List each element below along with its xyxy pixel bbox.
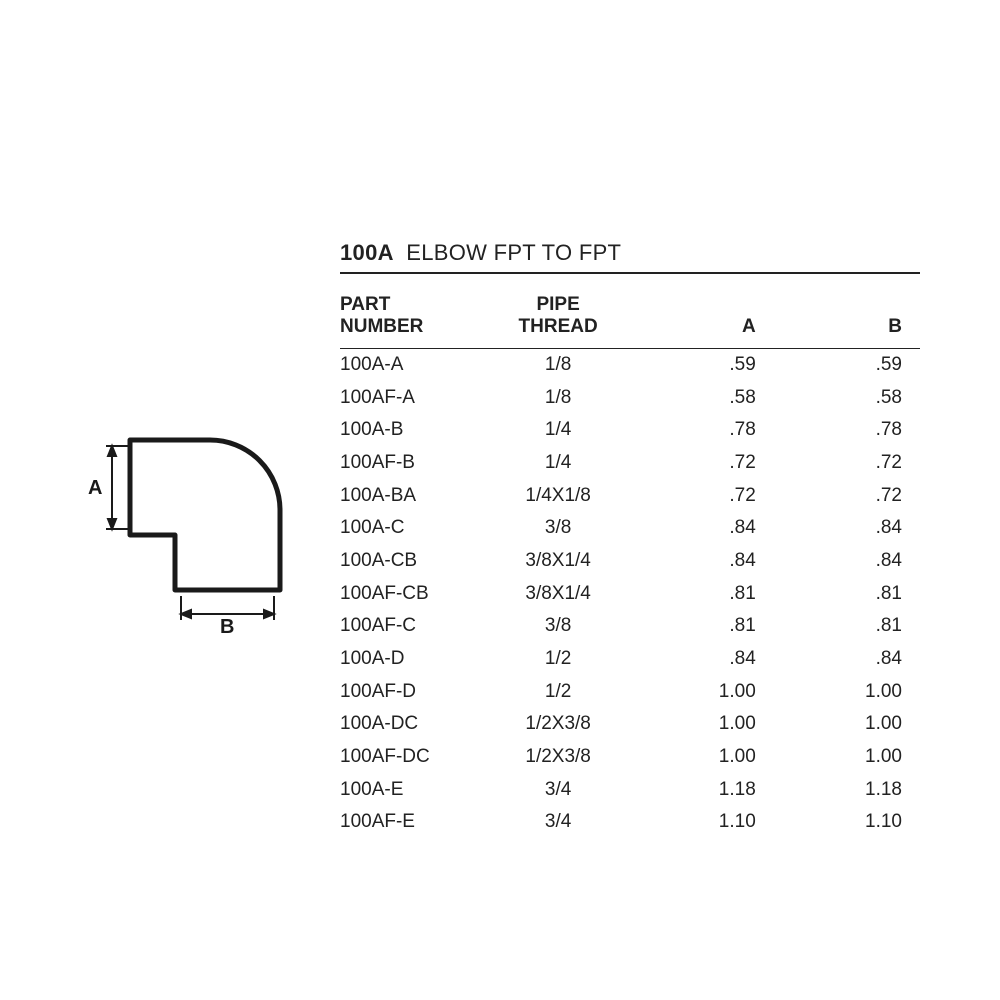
table-cell: .84 [628,642,774,675]
table-cell: 3/8 [489,610,628,643]
table-cell: .84 [774,545,920,578]
table-cell: .72 [774,447,920,480]
table-cell: 100A-BA [340,479,489,512]
table-cell: 1.00 [628,708,774,741]
table-row: 100A-B1/4.78.78 [340,414,920,447]
table-cell: .84 [628,512,774,545]
table-cell: 100AF-CB [340,577,489,610]
column-header: B [774,290,920,348]
table-cell: 100A-CB [340,545,489,578]
table-row: 100A-D1/2.84.84 [340,642,920,675]
table-row: 100AF-D1/21.001.00 [340,675,920,708]
table-cell: 1/4 [489,414,628,447]
column-header: A [628,290,774,348]
table-cell: 3/4 [489,773,628,806]
dimension-b-label: B [220,616,234,638]
table-cell: .81 [774,577,920,610]
table-cell: 1/2X3/8 [489,708,628,741]
table-cell: .58 [628,381,774,414]
table-cell: 1.00 [774,740,920,773]
table-cell: 1.18 [628,773,774,806]
table-cell: 100A-B [340,414,489,447]
elbow-diagram: A B [60,420,300,645]
table-cell: 3/4 [489,806,628,839]
table-cell: 1.00 [628,740,774,773]
table-cell: 1.18 [774,773,920,806]
table-cell: 3/8 [489,512,628,545]
table-cell: 1.00 [774,708,920,741]
table-cell: 1/2 [489,675,628,708]
table-cell: .72 [774,479,920,512]
table-cell: .84 [774,512,920,545]
table-cell: .78 [628,414,774,447]
dimension-a-label: A [88,477,102,499]
table-row: 100AF-A1/8.58.58 [340,381,920,414]
table-cell: 100A-A [340,348,489,381]
table-cell: .84 [774,642,920,675]
table-row: 100AF-B1/4.72.72 [340,447,920,480]
table-cell: 1/8 [489,381,628,414]
elbow-outline [130,440,280,590]
table-cell: 100AF-DC [340,740,489,773]
table-row: 100AF-E3/41.101.10 [340,806,920,839]
table-cell: 3/8X1/4 [489,577,628,610]
table-cell: .72 [628,479,774,512]
title-desc: ELBOW FPT TO FPT [406,240,621,265]
table-cell: 100AF-D [340,675,489,708]
table-cell: 100A-E [340,773,489,806]
table-cell: 100AF-C [340,610,489,643]
table-cell: 100A-DC [340,708,489,741]
page-container: A B 100A ELBOW FPT TO FPT PARTNUMBERPIPE… [60,240,940,838]
table-header: PARTNUMBERPIPETHREADAB [340,290,920,348]
table-cell: .72 [628,447,774,480]
table-cell: .59 [628,348,774,381]
table-title: 100A ELBOW FPT TO FPT [340,240,920,274]
table-cell: 1/8 [489,348,628,381]
table-cell: 100AF-B [340,447,489,480]
table-body: 100A-A1/8.59.59100AF-A1/8.58.58100A-B1/4… [340,348,920,838]
table-cell: 1.00 [774,675,920,708]
dimension-a [106,446,128,529]
table-cell: 1.10 [628,806,774,839]
table-cell: 1/4 [489,447,628,480]
table-cell: .84 [628,545,774,578]
table-cell: .59 [774,348,920,381]
table-row: 100AF-CB3/8X1/4.81.81 [340,577,920,610]
table-row: 100A-E3/41.181.18 [340,773,920,806]
table-row: 100AF-DC1/2X3/81.001.00 [340,740,920,773]
table-row: 100A-C3/8.84.84 [340,512,920,545]
table-cell: .81 [774,610,920,643]
table-cell: 100A-D [340,642,489,675]
table-row: 100A-A1/8.59.59 [340,348,920,381]
table-cell: 1.00 [628,675,774,708]
table-row: 100A-BA1/4X1/8.72.72 [340,479,920,512]
table-cell: 1/2 [489,642,628,675]
column-header: PIPETHREAD [489,290,628,348]
table-row: 100A-CB3/8X1/4.84.84 [340,545,920,578]
table-row: 100A-DC1/2X3/81.001.00 [340,708,920,741]
title-code: 100A [340,240,394,265]
spec-table-wrap: 100A ELBOW FPT TO FPT PARTNUMBERPIPETHRE… [340,240,920,838]
table-cell: 100A-C [340,512,489,545]
spec-table: PARTNUMBERPIPETHREADAB 100A-A1/8.59.5910… [340,290,920,838]
table-cell: 100AF-A [340,381,489,414]
table-cell: 3/8X1/4 [489,545,628,578]
table-cell: 1/4X1/8 [489,479,628,512]
table-cell: .78 [774,414,920,447]
table-cell: 1/2X3/8 [489,740,628,773]
table-cell: .58 [774,381,920,414]
table-row: 100AF-C3/8.81.81 [340,610,920,643]
table-cell: 1.10 [774,806,920,839]
column-header: PARTNUMBER [340,290,489,348]
table-cell: 100AF-E [340,806,489,839]
table-cell: .81 [628,577,774,610]
table-cell: .81 [628,610,774,643]
